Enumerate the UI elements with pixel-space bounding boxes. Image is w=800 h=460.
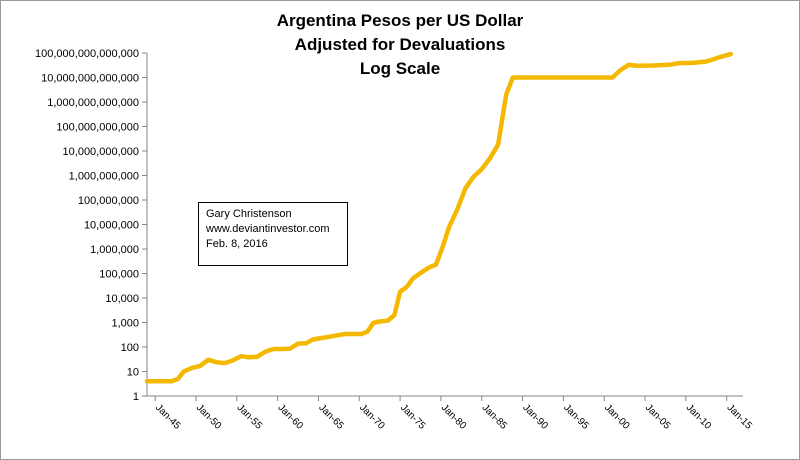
x-tick-label-14: Jan-15 — [725, 402, 755, 432]
x-tick-label-12: Jan-05 — [643, 402, 673, 432]
y-tick-label-8: 100,000,000 — [78, 195, 139, 207]
x-tick-label-6: Jan-75 — [398, 402, 428, 432]
x-tick-label-0: Jan-45 — [153, 402, 183, 432]
y-tick-label-0: 1 — [133, 391, 139, 403]
y-tick-label-10: 10,000,000,000 — [63, 146, 139, 158]
y-tick-label-13: 10,000,000,000,000 — [41, 73, 139, 85]
x-tick-label-9: Jan-90 — [520, 402, 550, 432]
annotation-author: Gary Christenson — [206, 208, 292, 220]
x-tick-label-5: Jan-70 — [357, 402, 387, 432]
y-tick-label-3: 1,000 — [111, 318, 139, 330]
chart-title-line-2: Adjusted for Devaluations — [294, 35, 506, 54]
y-tick-label-11: 100,000,000,000 — [56, 122, 139, 134]
chart-title-line-3: Log Scale — [359, 59, 441, 78]
y-tick-label-5: 100,000 — [99, 269, 139, 281]
y-tick-label-2: 100 — [121, 342, 139, 354]
x-tick-label-11: Jan-00 — [602, 402, 632, 432]
y-tick-label-9: 1,000,000,000 — [69, 171, 139, 183]
x-tick-label-2: Jan-55 — [235, 402, 265, 432]
x-tick-label-4: Jan-65 — [316, 402, 346, 432]
y-tick-label-6: 1,000,000 — [90, 244, 139, 256]
x-tick-label-7: Jan-80 — [439, 402, 469, 432]
y-tick-label-1: 10 — [127, 367, 139, 379]
annotation-date: Feb. 8, 2016 — [206, 238, 268, 250]
x-tick-label-10: Jan-95 — [561, 402, 591, 432]
x-tick-label-3: Jan-60 — [276, 402, 306, 432]
y-tick-label-12: 1,000,000,000,000 — [47, 97, 139, 109]
x-tick-label-1: Jan-50 — [194, 402, 224, 432]
y-tick-label-14: 100,000,000,000,000 — [35, 48, 139, 60]
author-annotation-box: Gary Christenson www.deviantinvestor.com… — [198, 202, 348, 266]
annotation-website: www.deviantinvestor.com — [206, 223, 330, 235]
series-line-0 — [144, 51, 734, 384]
x-tick-label-13: Jan-10 — [684, 402, 714, 432]
y-tick-label-4: 10,000 — [105, 293, 139, 305]
x-tick-label-8: Jan-85 — [480, 402, 510, 432]
chart-title-line-1: Argentina Pesos per US Dollar — [276, 11, 524, 30]
y-tick-label-7: 10,000,000 — [84, 220, 139, 232]
